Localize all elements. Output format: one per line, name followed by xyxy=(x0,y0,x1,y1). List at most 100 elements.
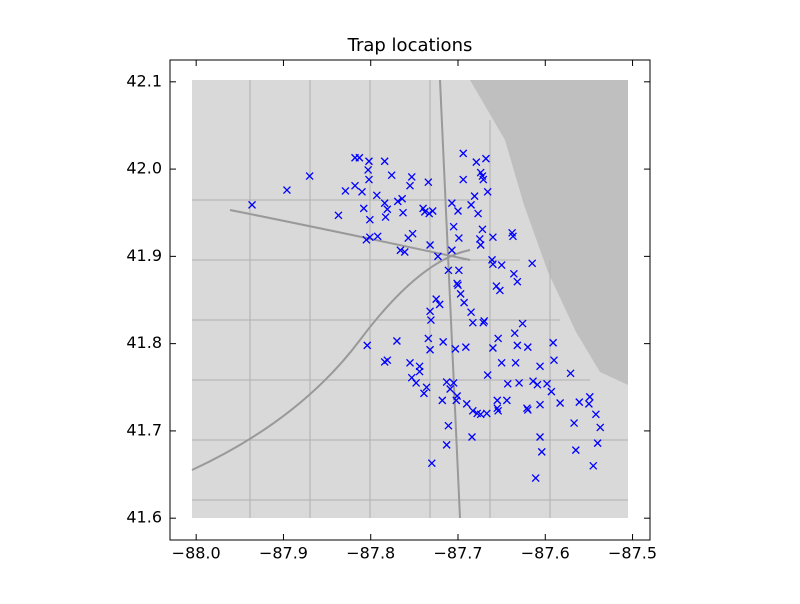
trap-marker xyxy=(460,298,469,307)
trap-marker xyxy=(365,157,373,166)
trap-marker xyxy=(481,154,490,163)
trap-marker xyxy=(305,172,314,181)
axes-frame xyxy=(169,59,651,541)
trap-marker xyxy=(454,281,462,290)
trap-marker xyxy=(523,406,532,414)
trap-marker xyxy=(396,246,405,255)
trap-marker xyxy=(359,204,368,213)
trap-marker xyxy=(426,307,435,316)
trap-marker xyxy=(497,261,506,270)
trap-marker xyxy=(468,318,477,327)
trap-marker xyxy=(454,207,462,215)
trap-marker xyxy=(426,241,435,249)
trap-marker xyxy=(355,153,364,162)
trap-marker xyxy=(451,344,460,353)
trap-marker xyxy=(510,329,519,338)
trap-marker xyxy=(380,199,389,208)
trap-marker xyxy=(476,241,485,249)
trap-marker xyxy=(383,205,392,214)
trap-marker xyxy=(494,334,503,343)
trap-marker xyxy=(372,191,381,200)
trap-marker xyxy=(282,186,291,194)
trap-marker xyxy=(596,423,605,432)
trap-marker xyxy=(381,213,390,222)
trap-marker xyxy=(518,319,527,328)
trap-marker xyxy=(566,369,575,378)
trap-marker xyxy=(365,175,373,184)
trap-marker xyxy=(406,358,414,367)
trap-marker xyxy=(438,396,447,405)
trap-marker xyxy=(406,181,414,190)
trap-marker xyxy=(483,371,492,380)
trap-marker xyxy=(511,358,520,367)
trap-marker xyxy=(427,459,436,468)
chart-title: Trap locations xyxy=(347,35,473,56)
trap-marker xyxy=(468,406,477,415)
trap-marker xyxy=(494,406,503,415)
trap-marker xyxy=(454,234,463,242)
trap-marker xyxy=(474,209,483,218)
trap-marker xyxy=(589,461,598,470)
trap-marker xyxy=(549,338,558,347)
trap-marker xyxy=(584,399,593,408)
trap-marker xyxy=(383,356,392,365)
trap-marker xyxy=(547,387,556,396)
trap-marker xyxy=(462,399,471,408)
map-roads xyxy=(191,79,628,519)
trap-marker xyxy=(536,433,544,441)
trap-marker xyxy=(444,421,453,430)
trap-marker xyxy=(509,269,518,278)
trap-marker xyxy=(358,187,366,196)
y-tick-label: 42.0 xyxy=(126,159,162,178)
trap-marker xyxy=(398,194,407,203)
trap-marker xyxy=(468,433,476,441)
trap-marker xyxy=(483,187,492,196)
trap-marker xyxy=(373,232,382,241)
trap-marker xyxy=(472,158,481,167)
trap-marker xyxy=(248,200,256,209)
trap-marker xyxy=(433,252,442,261)
trap-marker xyxy=(461,343,470,352)
trap-marker xyxy=(444,266,453,275)
trap-marker xyxy=(456,289,465,298)
trap-marker xyxy=(515,378,524,387)
trap-marker xyxy=(459,149,468,158)
trap-marker xyxy=(341,186,350,195)
trap-marker xyxy=(476,168,485,177)
x-tick-label: −87.7 xyxy=(433,544,482,563)
trap-marker xyxy=(488,344,497,352)
y-tick-label: 42.1 xyxy=(126,71,162,90)
trap-marker xyxy=(531,474,540,482)
trap-marker xyxy=(493,404,502,413)
trap-marker xyxy=(536,362,544,371)
trap-marker xyxy=(509,232,517,241)
trap-marker xyxy=(435,300,444,309)
trap-marker xyxy=(536,400,544,409)
trap-marker xyxy=(449,378,458,387)
x-tick-label: −87.9 xyxy=(259,544,308,563)
trap-marker xyxy=(363,341,372,350)
trap-marker xyxy=(452,396,461,405)
trap-marker xyxy=(479,175,488,184)
trap-marker xyxy=(570,419,579,428)
trap-marker xyxy=(488,260,497,269)
trap-marker xyxy=(364,166,373,174)
trap-marker xyxy=(422,383,431,392)
trap-marker xyxy=(550,356,558,365)
trap-marker xyxy=(454,266,463,275)
trap-marker xyxy=(426,316,435,325)
trap-marker xyxy=(543,379,551,388)
trap-marker xyxy=(523,343,532,352)
trap-marker xyxy=(467,308,476,317)
trap-marker xyxy=(537,447,546,456)
trap-marker xyxy=(591,410,600,419)
trap-marker xyxy=(478,225,487,234)
y-tick-label: 41.8 xyxy=(126,333,162,352)
trap-marker xyxy=(533,380,542,389)
trap-marker xyxy=(412,378,421,387)
map-background xyxy=(191,79,628,519)
x-tick-label: −87.6 xyxy=(521,544,570,563)
trap-marker xyxy=(365,215,374,224)
trap-marker xyxy=(482,409,491,418)
